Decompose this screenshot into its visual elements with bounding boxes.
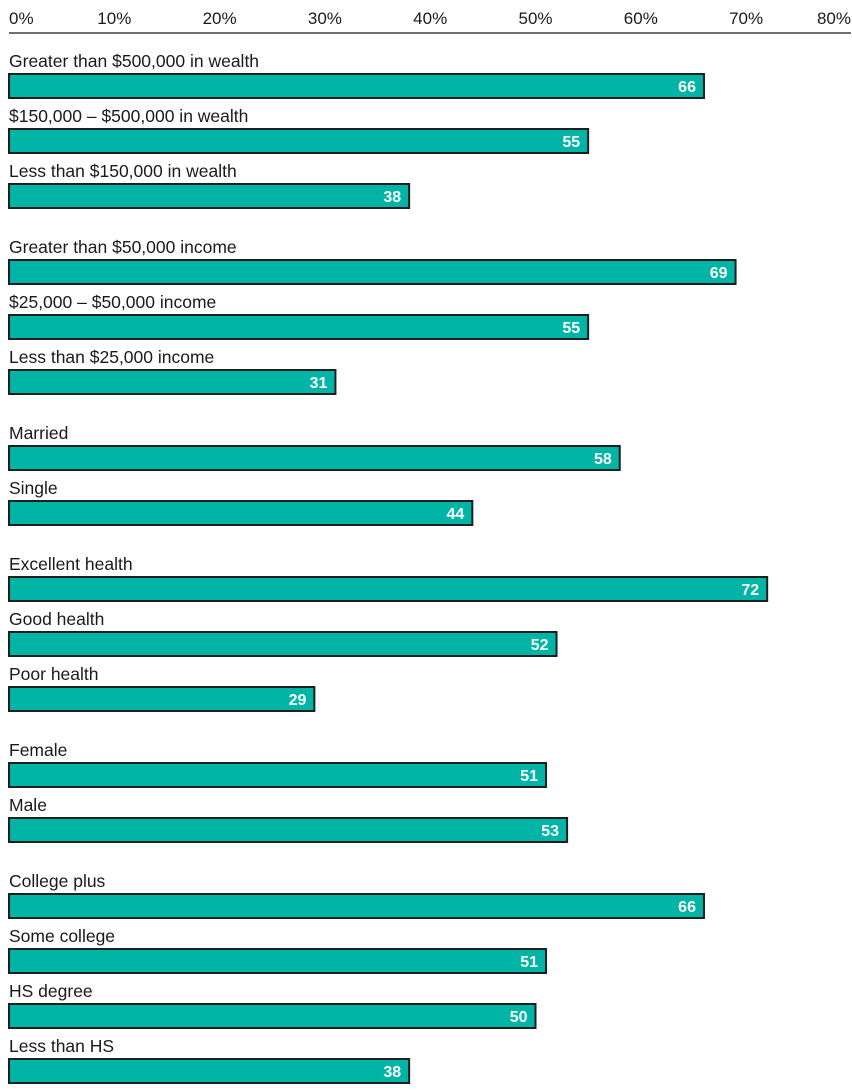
- bar: [8, 445, 621, 471]
- category-label: Less than $25,000 income: [9, 347, 214, 367]
- bar-group: Excellent health 72 Good health 52 Poor heal…: [8, 554, 769, 712]
- bar-value-label: 50: [510, 1009, 528, 1026]
- bar-value-label: 58: [594, 451, 612, 468]
- category-label: College plus: [9, 871, 106, 891]
- x-tick-label: 0%: [9, 9, 34, 28]
- bar: [8, 1058, 411, 1084]
- bar: [8, 500, 474, 526]
- bar: [8, 893, 705, 919]
- x-tick-label: 70%: [729, 9, 763, 28]
- bar-value-label: 66: [678, 79, 696, 96]
- bar-groups: Greater than $500,000 in wealth 66 $150,00…: [8, 51, 769, 1084]
- category-label: Greater than $50,000 income: [9, 237, 237, 257]
- bar-value-label: 51: [520, 768, 538, 785]
- category-label: Less than HS: [9, 1036, 114, 1056]
- bar: [8, 576, 769, 602]
- bar: [8, 631, 558, 657]
- category-label: Poor health: [9, 664, 99, 684]
- bar: [8, 369, 337, 395]
- bar: [8, 128, 590, 154]
- bar: [8, 762, 548, 788]
- x-tick-label: 30%: [308, 9, 342, 28]
- bar-value-label: 31: [310, 375, 328, 392]
- bar: [8, 686, 316, 712]
- category-label: Excellent health: [9, 554, 133, 574]
- bar: [8, 1003, 537, 1029]
- bar-group: Married 58 Single 44: [8, 423, 621, 526]
- bar-value-label: 66: [678, 899, 696, 916]
- x-tick-label: 80%: [817, 9, 851, 28]
- x-tick-label: 20%: [203, 9, 237, 28]
- category-label: HS degree: [9, 981, 93, 1001]
- bar-value-label: 55: [562, 320, 580, 337]
- bar-group: Greater than $500,000 in wealth 66 $150,00…: [8, 51, 705, 209]
- bar-value-label: 29: [289, 692, 307, 709]
- x-tick-label: 10%: [97, 9, 131, 28]
- category-label: Single: [9, 478, 58, 498]
- bar-group: Female 51 Male 53: [8, 740, 569, 843]
- bar: [8, 259, 737, 285]
- bar-value-label: 38: [383, 1064, 401, 1081]
- category-label: Good health: [9, 609, 104, 629]
- x-axis: 0% 10% 20% 30% 40% 50% 60% 70% 80%: [9, 9, 851, 34]
- bar: [8, 948, 548, 974]
- bar-value-label: 52: [531, 637, 549, 654]
- bar: [8, 817, 569, 843]
- category-label: Female: [9, 740, 67, 760]
- x-tick-label: 40%: [413, 9, 447, 28]
- category-label: Male: [9, 795, 47, 815]
- x-tick-label: 50%: [518, 9, 552, 28]
- bar: [8, 314, 590, 340]
- bar-value-label: 51: [520, 954, 538, 971]
- bar: [8, 73, 705, 99]
- bar-value-label: 38: [383, 189, 401, 206]
- category-label: $150,000 – $500,000 in wealth: [9, 106, 248, 126]
- category-label: $25,000 – $50,000 income: [9, 292, 216, 312]
- bar-group: College plus 66 Some college 51 HS degree 50 L…: [8, 871, 705, 1084]
- category-label: Less than $150,000 in wealth: [9, 161, 237, 181]
- bar-value-label: 44: [447, 506, 465, 523]
- bar-value-label: 72: [741, 582, 759, 599]
- category-label: Greater than $500,000 in wealth: [9, 51, 259, 71]
- x-tick-label: 60%: [624, 9, 658, 28]
- category-label: Some college: [9, 926, 115, 946]
- category-label: Married: [9, 423, 68, 443]
- bar-value-label: 53: [541, 823, 559, 840]
- bar: [8, 183, 411, 209]
- bar-value-label: 69: [710, 265, 728, 282]
- bar-value-label: 55: [562, 134, 580, 151]
- bar-group: Greater than $50,000 income 69 $25,000 – $…: [8, 237, 737, 395]
